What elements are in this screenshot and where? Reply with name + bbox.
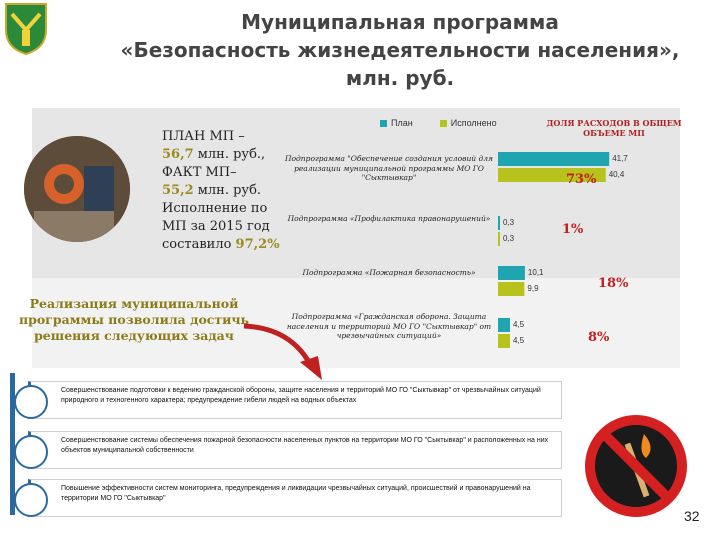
bar-value-label: 4,5	[513, 336, 525, 345]
rescue-photo	[24, 136, 130, 242]
bar-value-label: 0,3	[503, 234, 515, 243]
bar-plan	[498, 216, 500, 230]
conclusion-text: Реализация муниципальной программы позво…	[18, 296, 250, 343]
task-item-3: Повышение эффективности систем мониторин…	[28, 479, 562, 517]
plan-value: 56,7	[162, 147, 194, 162]
legend-swatch-fact	[439, 120, 447, 128]
bar-plan	[498, 266, 525, 280]
share-percentage: 18%	[598, 276, 629, 291]
red-arrow-icon	[243, 323, 322, 380]
task-item-2: Совершенствование системы обеспечения по…	[28, 431, 562, 469]
bar-fact	[498, 232, 500, 246]
bar-value-label: 40,4	[608, 170, 625, 179]
fact-value: 55,2	[162, 183, 194, 198]
execution-value: 97,2%	[235, 237, 280, 252]
title-line-1: Муниципальная программа	[241, 10, 559, 34]
legend-swatch-plan	[380, 120, 387, 128]
chart-panel-background	[32, 108, 680, 278]
page-title: Муниципальная программа «Безопасность жи…	[105, 8, 695, 92]
bar-value-label: 4,5	[513, 320, 525, 329]
bar-fact	[498, 282, 525, 296]
bar-value-label: 10,1	[527, 268, 544, 277]
category-label: Подпрограмма "Обеспечение создания услов…	[285, 154, 493, 182]
execution-text: Исполнение по МП за 2015 год составило	[162, 201, 270, 252]
category-label: Подпрограмма «Гражданская оборона. Защит…	[286, 312, 492, 340]
task-bullet-1	[14, 385, 48, 419]
plan-unit: млн. руб.,	[193, 147, 266, 162]
fact-unit: млн. руб.	[193, 183, 262, 198]
bar-fact	[498, 168, 606, 182]
tasks-list: Совершенствование подготовки к ведению г…	[6, 373, 564, 517]
task-bullet-3	[14, 483, 48, 517]
legend-plan: План	[391, 118, 413, 128]
title-line-3: млн. руб.	[345, 66, 455, 90]
no-fire-sign-icon	[585, 415, 687, 517]
bar-value-label: 41,7	[612, 154, 628, 163]
plan-label: ПЛАН МП –	[162, 129, 245, 144]
tasks-connector-line	[10, 373, 15, 515]
share-percentage: 73%	[566, 172, 597, 187]
page-number: 32	[684, 508, 700, 524]
fact-label: ФАКТ МП–	[162, 165, 237, 180]
bar-plan	[498, 152, 610, 166]
plan-fact-summary: ПЛАН МП – 56,7 млн. руб., ФАКТ МП– 55,2 …	[162, 128, 292, 254]
bar-value-label: 9,9	[527, 284, 539, 293]
coat-of-arms-icon	[5, 3, 47, 56]
category-label: Подпрограмма «Пожарная безопасность»	[302, 268, 476, 277]
share-percentage: 8%	[588, 330, 610, 345]
bar-value-label: 0,3	[503, 218, 515, 227]
category-label: Подпрограмма «Профилактика правонарушени…	[287, 214, 491, 223]
chart-legend: План Исполнено	[380, 118, 497, 128]
share-header: ДОЛЯ РАСХОДОВ В ОБЩЕМ ОБЪЕМЕ МП	[546, 118, 682, 138]
task-item-1: Совершенствование подготовки к ведению г…	[28, 381, 562, 419]
share-percentage: 1%	[562, 222, 584, 237]
chart-panel-lower-background	[32, 278, 680, 368]
bar-plan	[498, 318, 510, 332]
title-line-2: «Безопасность жизнедеятельности населени…	[120, 38, 680, 62]
task-bullet-2	[14, 435, 48, 469]
bar-fact	[498, 334, 510, 348]
legend-fact: Исполнено	[450, 118, 497, 128]
